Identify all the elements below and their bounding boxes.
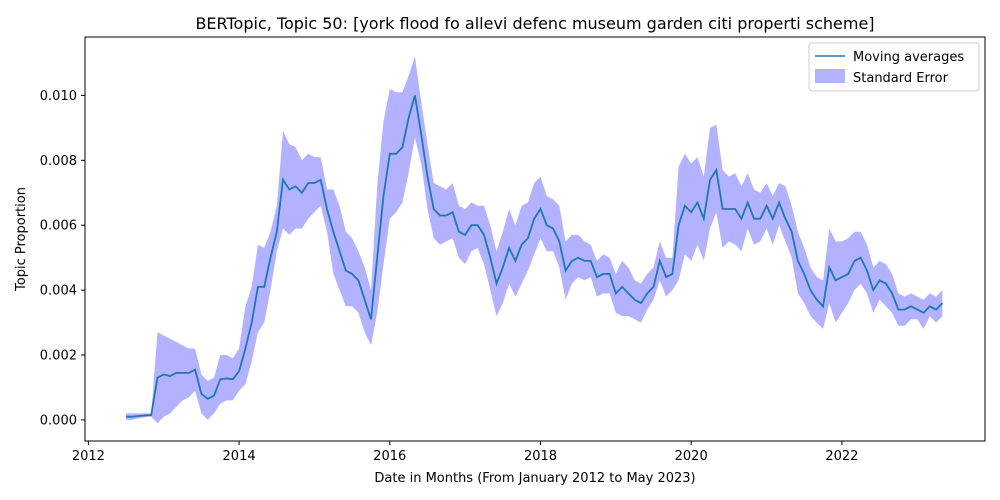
x-axis-label: Date in Months (From January 2012 to May… xyxy=(374,471,695,486)
x-tick-label: 2016 xyxy=(373,449,406,464)
moving-averages-line xyxy=(126,95,944,418)
y-tick-label: 0.000 xyxy=(40,413,77,428)
legend-box xyxy=(808,42,980,92)
x-tick-label: 2018 xyxy=(524,449,557,464)
y-tick-label: 0.004 xyxy=(40,284,77,299)
y-tick-label: 0.010 xyxy=(40,89,77,104)
x-tick-label: 2020 xyxy=(675,449,708,464)
standard-error-band xyxy=(126,56,943,424)
legend-label-standard-error: Standard Error xyxy=(853,71,949,86)
chart-title: BERTopic, Topic 50: [york flood fo allev… xyxy=(195,14,874,33)
x-tick-label: 2012 xyxy=(72,449,105,464)
moving-average-line-layer xyxy=(126,95,944,418)
x-tick-label: 2022 xyxy=(825,449,858,464)
standard-error-band-layer xyxy=(126,56,943,424)
y-axis-ticks: 0.000 0.002 0.004 0.006 0.008 0.010 xyxy=(40,89,85,428)
plot-area-frame xyxy=(84,36,986,442)
x-axis-ticks: 2012 2014 2016 2018 2020 2022 xyxy=(72,441,858,464)
y-axis-label: Topic Proportion xyxy=(14,187,29,292)
legend: Moving averages Standard Error xyxy=(808,42,980,92)
y-tick-label: 0.008 xyxy=(40,154,77,169)
y-tick-label: 0.006 xyxy=(40,219,77,234)
legend-band-swatch xyxy=(815,69,845,83)
x-tick-label: 2014 xyxy=(223,449,256,464)
y-tick-label: 0.002 xyxy=(40,349,77,364)
legend-label-moving-averages: Moving averages xyxy=(853,50,964,65)
